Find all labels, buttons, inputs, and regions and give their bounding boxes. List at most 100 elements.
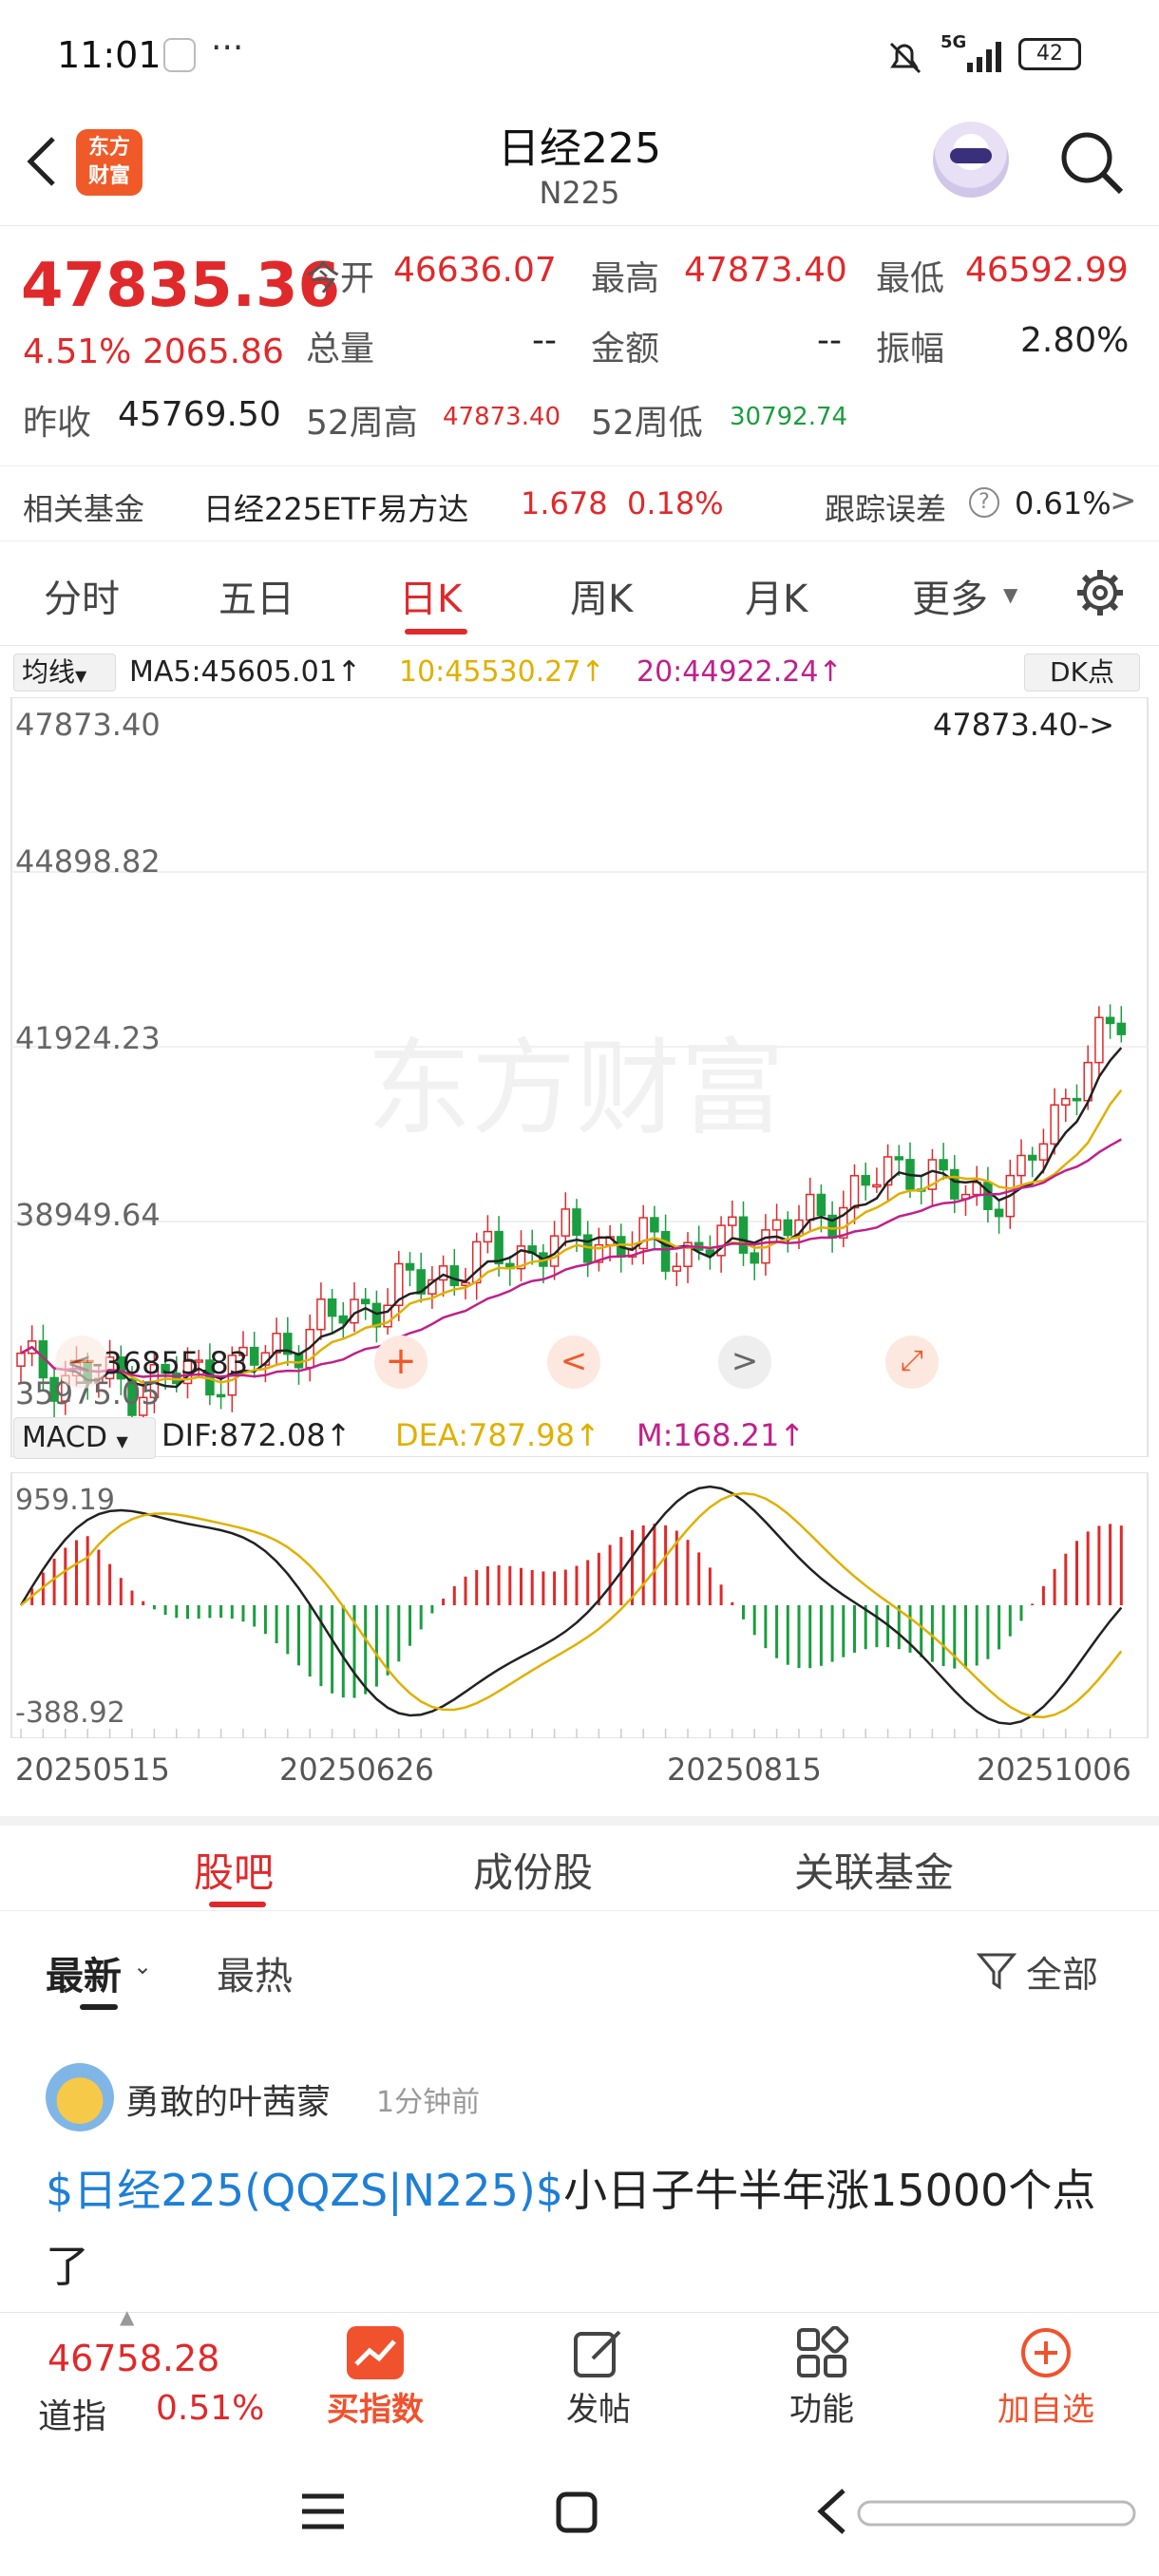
more-notifications-icon: ···	[211, 28, 244, 67]
candle	[194, 1359, 203, 1363]
tab-timeshare[interactable]: 分时	[44, 578, 120, 621]
tab-related-funds[interactable]: 关联基金	[794, 1849, 955, 1896]
tab-monthly-k[interactable]: 月K	[745, 578, 808, 621]
sort-underline	[80, 2004, 118, 2010]
filter-all[interactable]: 全部	[1026, 1954, 1099, 1996]
post-content[interactable]: $日经225(QQZS|N225)$小日子牛半年涨15000个点了	[46, 2152, 1119, 2304]
back-icon[interactable]	[21, 133, 63, 190]
tab-daily-k[interactable]: 日K	[399, 578, 463, 621]
sort-hottest[interactable]: 最热	[217, 1955, 293, 1998]
assistant-robot-icon[interactable]	[933, 122, 1009, 198]
logo-text: 财富	[87, 164, 130, 188]
candle	[660, 1231, 671, 1272]
avatar[interactable]	[46, 2063, 114, 2131]
candle	[49, 1376, 59, 1402]
amplitude-label: 振幅	[876, 330, 945, 369]
candle	[216, 1393, 226, 1398]
ma10-value: 10:45530.27↑	[399, 655, 605, 689]
tab-constituents[interactable]: 成份股	[473, 1849, 594, 1896]
open-label: 今开	[306, 259, 375, 298]
post-button[interactable]: 发帖	[542, 2326, 656, 2440]
float-button-icon[interactable]	[855, 2500, 1140, 2529]
battery-level: 42	[1036, 42, 1063, 66]
candle	[138, 1396, 148, 1416]
candle	[1072, 1097, 1082, 1102]
candle	[716, 1224, 726, 1257]
caret-up-icon: ▲	[120, 2305, 135, 2328]
bottom-toolbar: ▲ 46758.28 道指 0.51% 买指数 发帖 功能 加自选	[0, 2305, 1159, 2445]
volume-label: 总量	[306, 330, 375, 369]
prev-close: 45769.50	[118, 395, 281, 434]
fund-name[interactable]: 日经225ETF易方达	[203, 491, 469, 527]
candle	[894, 1156, 904, 1161]
settings-gear-icon[interactable]	[1074, 566, 1127, 619]
post-username[interactable]: 勇敢的叶茜蒙	[125, 2083, 332, 2122]
tab-more[interactable]: 更多	[912, 578, 988, 621]
high-value: 47873.40	[684, 251, 847, 290]
scroll-right-button[interactable]: >	[718, 1335, 771, 1389]
related-fund-row[interactable]: 相关基金 日经225ETF易方达 1.678 0.18% 跟踪误差 ? 0.61…	[0, 465, 1159, 541]
fullscreen-button[interactable]: ⤢	[885, 1335, 939, 1389]
candle	[1116, 1022, 1127, 1035]
tab-five-day[interactable]: 五日	[218, 578, 294, 621]
system-nav-bar	[0, 2445, 1159, 2576]
sort-latest[interactable]: 最新	[46, 1955, 122, 1998]
candle	[783, 1219, 793, 1237]
candle	[861, 1175, 870, 1186]
grid-icon	[797, 2325, 849, 2377]
ma-line	[20, 1047, 1123, 1389]
search-icon[interactable]	[1056, 127, 1129, 199]
post-stock-link[interactable]: $日经225(QQZS|N225)$	[46, 2165, 564, 2216]
open-value: 46636.07	[393, 251, 557, 290]
y-label-2: 44898.82	[15, 843, 161, 880]
week52-low-label: 52周低	[591, 404, 703, 443]
nav-back-icon[interactable]	[813, 2485, 851, 2538]
candle	[360, 1298, 370, 1305]
caret-icon: ▼	[75, 667, 87, 685]
candle	[1038, 1143, 1049, 1161]
tab-guba[interactable]: 股吧	[194, 1849, 275, 1896]
last-price: 47835.36	[21, 251, 341, 321]
kline-chart[interactable]: 均线▼ MA5:45605.01↑ 10:45530.27↑ 20:44922.…	[0, 646, 1159, 1814]
function-button[interactable]: 功能	[765, 2325, 879, 2440]
max-marker: 47873.40->	[933, 707, 1115, 743]
candle	[594, 1243, 604, 1263]
candle	[572, 1208, 581, 1236]
candle	[839, 1206, 848, 1239]
fund-pct: 0.18%	[627, 485, 724, 521]
ma-selector[interactable]: 均线▼	[13, 653, 116, 691]
ticker-value[interactable]: 46758.28	[48, 2338, 220, 2379]
zoom-out-button[interactable]: −	[55, 1335, 108, 1389]
macd-line	[19, 1485, 1123, 1726]
candle	[449, 1265, 460, 1287]
candle	[728, 1216, 737, 1226]
ma5-value: MA5:45605.01↑	[129, 655, 361, 689]
active-tab-indicator	[405, 629, 467, 635]
volume-value: --	[532, 321, 557, 360]
indicator-selector[interactable]: MACD ▼	[13, 1417, 156, 1459]
menu-icon[interactable]	[300, 2492, 346, 2530]
candle	[272, 1333, 281, 1354]
candle	[405, 1262, 415, 1271]
candle	[338, 1315, 349, 1324]
candle	[383, 1304, 392, 1328]
app-logo: 东方 财富	[76, 129, 142, 196]
zoom-in-button[interactable]: +	[374, 1335, 428, 1389]
dk-point-button[interactable]: DK点	[1024, 653, 1140, 691]
network-type: 5G	[940, 32, 967, 52]
add-watchlist-button[interactable]: 加自选	[984, 2326, 1108, 2440]
buy-index-button[interactable]: 买指数	[314, 2326, 437, 2440]
tab-weekly-k[interactable]: 周K	[570, 578, 634, 621]
help-icon[interactable]: ?	[969, 487, 999, 518]
filter-icon[interactable]	[977, 1951, 1016, 1991]
caret-icon: ▼	[116, 1432, 128, 1450]
y-label-top: 47873.40	[15, 707, 161, 743]
watermark: 东方财富	[367, 1028, 785, 1149]
amplitude-value: 2.80%	[1020, 321, 1130, 360]
ma20-value: 20:44922.24↑	[636, 655, 843, 689]
amount-value: --	[817, 321, 842, 360]
date-label: 20251006	[977, 1752, 1131, 1788]
scroll-left-button[interactable]: <	[547, 1335, 600, 1389]
home-icon[interactable]	[555, 2491, 598, 2534]
candle	[983, 1182, 993, 1211]
